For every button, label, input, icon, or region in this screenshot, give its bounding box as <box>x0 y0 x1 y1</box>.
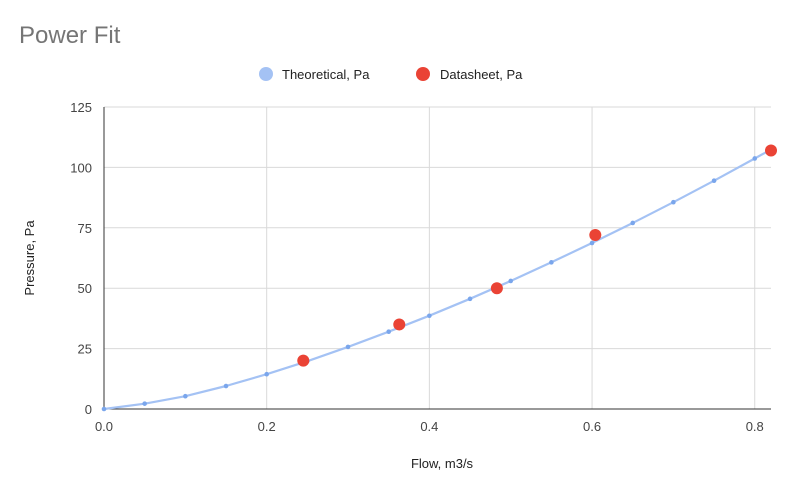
theoretical-point <box>223 383 229 389</box>
chart-title: Power Fit <box>19 22 121 49</box>
datasheet-point <box>765 144 777 157</box>
y-tick-label: 0 <box>85 402 92 417</box>
theoretical-point <box>345 344 351 350</box>
datasheet-point <box>490 282 503 295</box>
theoretical-point <box>671 199 676 205</box>
theoretical-point <box>183 393 188 399</box>
x-tick-label: 0.0 <box>95 419 113 434</box>
y-tick-label: 25 <box>78 342 92 357</box>
plot-area <box>101 144 777 412</box>
theoretical-point <box>630 220 636 226</box>
datasheet-point <box>393 318 406 331</box>
y-tick-label: 75 <box>78 221 92 236</box>
theoretical-point <box>508 278 514 284</box>
datasheet-point <box>297 354 310 367</box>
theoretical-point <box>101 406 107 412</box>
theoretical-point <box>264 371 269 377</box>
theoretical-point <box>549 260 554 265</box>
theoretical-point <box>427 313 432 319</box>
gridlines <box>104 106 771 409</box>
x-axis-title: Flow, m3/s <box>411 456 474 471</box>
legend-label-theoretical: Theoretical, Pa <box>282 67 370 82</box>
y-tick-label: 100 <box>70 160 92 175</box>
theoretical-line <box>103 148 772 411</box>
y-tick-label: 50 <box>78 281 92 296</box>
x-tick-label: 0.8 <box>746 419 764 434</box>
y-axis-title: Pressure, Pa <box>22 220 37 296</box>
legend-marker-datasheet <box>416 67 430 81</box>
theoretical-point <box>467 296 473 302</box>
theoretical-point <box>711 178 717 183</box>
theoretical-point <box>589 240 595 246</box>
theoretical-point <box>752 156 758 161</box>
x-tick-label: 0.2 <box>258 419 276 434</box>
datasheet-point <box>589 229 602 242</box>
x-tick-label: 0.4 <box>420 419 438 434</box>
legend: Theoretical, Pa Datasheet, Pa <box>259 67 523 82</box>
legend-marker-theoretical <box>259 67 273 81</box>
theoretical-point <box>142 401 147 406</box>
legend-label-datasheet: Datasheet, Pa <box>440 67 523 82</box>
theoretical-point <box>386 329 391 334</box>
axes <box>103 107 771 410</box>
x-tick-label: 0.6 <box>583 419 601 434</box>
tick-labels: 0 25 50 75 100 125 0.0 0.2 0.4 0.6 0.8 <box>70 100 763 434</box>
y-tick-label: 125 <box>70 100 92 115</box>
